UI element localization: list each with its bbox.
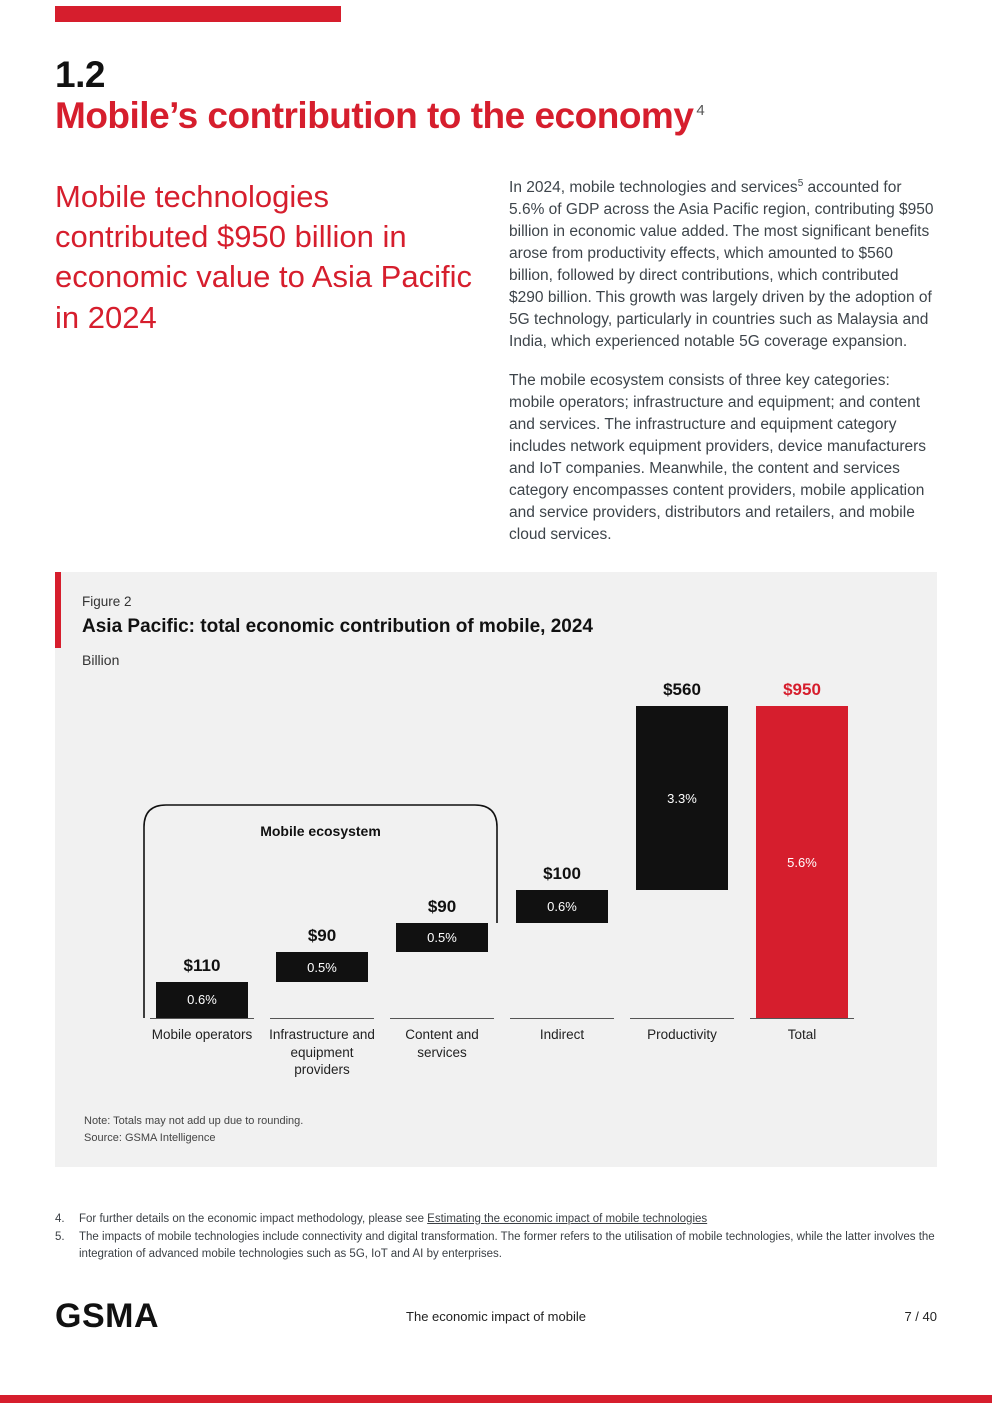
footnote-4-text: For further details on the economic impa… — [79, 1211, 707, 1228]
bar-percentage-label: 0.5% — [307, 959, 337, 975]
chart-column: 0.6% $100 — [502, 678, 622, 1018]
top-accent-bar — [55, 6, 341, 22]
footnote-5-number: 5. — [55, 1231, 65, 1244]
axis-tick-line — [390, 1018, 494, 1020]
category-label: Mobile operators — [142, 1018, 262, 1079]
footnote-4-number: 4. — [55, 1212, 65, 1225]
key-statement: Mobile technologies contributed $950 bil… — [55, 178, 472, 335]
figure-label: Figure 2 — [82, 594, 132, 610]
intro-section: Mobile technologies contributed $950 bil… — [55, 177, 937, 546]
title-footnote-ref: 4 — [696, 102, 705, 120]
bar-percentage-label: 0.5% — [427, 930, 457, 946]
axis-tick-line — [510, 1018, 614, 1020]
category-label-text: Indirect — [539, 1027, 585, 1043]
footnote-4-link[interactable]: Estimating the economic impact of mobile… — [427, 1212, 708, 1225]
chart-bar: 3.3% — [636, 706, 728, 890]
footnote-5-text: The impacts of mobile technologies inclu… — [79, 1231, 935, 1261]
page-number: 7 / 40 — [904, 1308, 937, 1324]
category-label-text: Infrastructure and equipment providers — [269, 1027, 375, 1078]
bar-value-label: $100 — [543, 863, 581, 883]
bar-value-label: $90 — [307, 926, 337, 946]
bar-percentage-label: 3.3% — [667, 790, 697, 806]
section-number: 1.2 — [55, 54, 105, 95]
footer-title: The economic impact of mobile — [406, 1308, 586, 1324]
mobile-ecosystem-label: Mobile ecosystem — [260, 823, 381, 840]
axis-tick-line — [750, 1018, 854, 1020]
chart-column: 0.5% $90 — [262, 678, 382, 1018]
footnote-4-text-body: For further details on the economic impa… — [79, 1212, 428, 1225]
axis-tick-line — [270, 1018, 374, 1020]
body-paragraph-2: The mobile ecosystem consists of three k… — [509, 372, 927, 544]
page-title: Mobile’s contribution to the economy 4 — [55, 95, 937, 136]
footnote-4: 4. For further details on the economic i… — [55, 1211, 937, 1228]
category-label: Infrastructure and equipment providers — [262, 1018, 382, 1079]
footnote-5: 5. The impacts of mobile technologies in… — [55, 1229, 937, 1262]
axis-tick-line — [150, 1018, 254, 1020]
category-label-text: Total — [787, 1027, 817, 1043]
figure-source: Source: GSMA Intelligence — [84, 1131, 216, 1144]
bar-value-label: $950 — [783, 680, 821, 700]
figure-notes: Note: Totals may not add up due to round… — [84, 1113, 911, 1147]
chart-column: 3.3% $560 — [622, 678, 742, 1018]
bar-value-label: $560 — [663, 680, 701, 700]
category-label-text: Content and services — [405, 1027, 479, 1060]
figure-title: Asia Pacific: total economic contributio… — [82, 616, 593, 638]
category-label: Content and services — [382, 1018, 502, 1079]
category-label: Productivity — [622, 1018, 742, 1079]
bar-value-label: $110 — [183, 955, 221, 975]
gsma-logo: GSMA — [55, 1296, 159, 1335]
figure-panel: Figure 2 Asia Pacific: total economic co… — [55, 572, 937, 1167]
body-text: In 2024, mobile technologies and service… — [509, 177, 937, 546]
category-label-text: Mobile operators — [151, 1027, 253, 1043]
figure-accent-bar — [55, 572, 61, 649]
bottom-accent-bar — [0, 1395, 992, 1403]
footnotes: 4. For further details on the economic i… — [55, 1211, 937, 1263]
chart-category-labels: Mobile operators Infrastructure and equip… — [142, 1018, 863, 1079]
chart-bar: 0.5% — [396, 922, 488, 953]
bar-percentage-label: 0.6% — [187, 992, 217, 1008]
chart-column: 0.6% $110 — [142, 678, 262, 1019]
axis-tick-line — [630, 1018, 734, 1020]
chart-bar: 5.6% — [756, 706, 848, 1019]
body-p1-text-cont: accounted for 5.6% of GDP across the Asi… — [509, 179, 934, 351]
body-p1-text: In 2024, mobile technologies and service… — [509, 179, 798, 197]
page-title-text: Mobile’s contribution to the economy — [55, 95, 694, 137]
category-label: Indirect — [502, 1018, 622, 1079]
waterfall-chart: Mobile ecosystem 0.6% $110 0.5% $90 0.5% $90 0… — [142, 678, 863, 1019]
figure-note: Note: Totals may not add up due to round… — [84, 1114, 304, 1127]
bar-percentage-label: 0.6% — [547, 898, 577, 914]
body-paragraph-1: In 2024, mobile technologies and service… — [509, 177, 937, 353]
body-footnote-ref: 5 — [797, 177, 804, 189]
chart-bar: 0.6% — [156, 981, 248, 1019]
chart-bar: 0.5% — [276, 952, 368, 982]
category-label: Total — [742, 1018, 862, 1079]
chart-bar: 0.6% — [516, 889, 608, 923]
chart-column: 5.6% $950 — [742, 678, 862, 1019]
figure-unit-label: Billion — [82, 652, 120, 669]
bar-value-label: $90 — [427, 896, 457, 916]
page-footer: GSMA The economic impact of mobile 7 / 4… — [55, 1297, 937, 1336]
category-label-text: Productivity — [647, 1027, 717, 1043]
bar-percentage-label: 5.6% — [787, 854, 817, 870]
chart-column: 0.5% $90 — [382, 678, 502, 1018]
